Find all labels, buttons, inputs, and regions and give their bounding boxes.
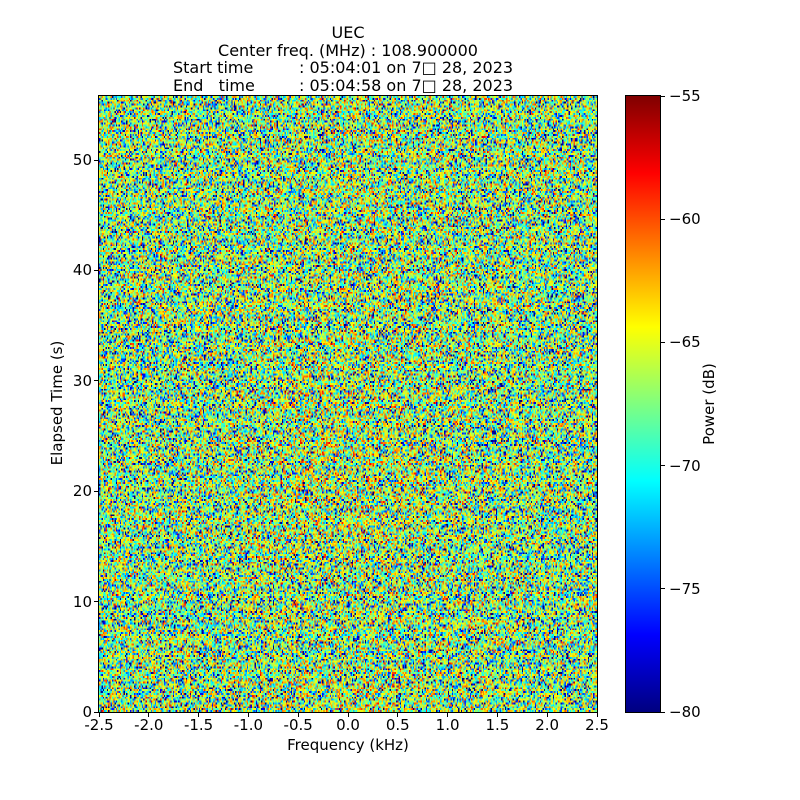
y-tick-label: 50 [72,151,92,170]
colorbar-tick-mark [661,465,665,467]
y-tick-mark [94,269,98,271]
x-tick-label: -2.5 [84,716,114,734]
end-time-value: : 05:04:58 on 7□ 28, 2023 [299,75,514,95]
colorbar-tick-mark [661,588,665,590]
x-tick-mark [496,713,498,717]
x-tick-mark [596,713,598,717]
x-tick-mark [297,713,299,717]
y-tick-label: 20 [72,482,92,501]
center-freq-line: Center freq. (MHz) : 108.900000 [218,40,478,60]
y-tick-mark [94,380,98,382]
colorbar-tick-mark [661,218,665,220]
x-tick-mark [247,713,249,717]
colorbar-tick-mark [661,95,665,97]
x-tick-label: 1.5 [485,716,510,734]
x-tick-label: -1.0 [233,716,264,734]
spectrogram-image [99,96,597,712]
colorbar-tick-label: −75 [669,579,701,598]
y-tick-mark [94,159,98,161]
y-tick-mark [94,490,98,492]
x-tick-label: -1.5 [183,716,214,734]
x-tick-label: 0.5 [385,716,410,734]
x-tick-mark [148,713,150,717]
spectrogram-plot [98,95,598,713]
colorbar-tick-mark [661,341,665,343]
y-tick-label: 30 [72,371,92,390]
colorbar-tick-mark [661,711,665,713]
y-tick-label: 10 [72,592,92,611]
colorbar-tick-label: −70 [669,456,701,475]
x-axis-label: Frequency (kHz) [287,736,409,754]
colorbar-label: Power (dB) [700,363,718,445]
colorbar-tick-label: −60 [669,210,701,229]
colorbar-tick-label: −80 [669,703,701,721]
x-tick-mark [397,713,399,717]
colorbar-tick-label: −65 [669,333,701,352]
start-time-value: : 05:04:01 on 7□ 28, 2023 [299,58,514,77]
y-tick-mark [94,711,98,713]
y-axis-label: Elapsed Time (s) [48,340,66,466]
y-tick-mark [94,601,98,603]
plot-title: UEC [331,23,365,42]
x-tick-mark [198,713,200,717]
y-tick-label: 40 [72,261,92,280]
x-tick-label: 2.0 [535,716,560,734]
x-tick-mark [347,713,349,717]
x-tick-label: 0.0 [336,716,360,734]
x-tick-label: -0.5 [283,716,313,734]
x-tick-label: 2.5 [585,716,609,734]
y-tick-label: 0 [82,703,92,721]
start-time-label: Start time [173,58,254,77]
x-tick-label: -2.0 [134,716,164,734]
x-tick-mark [98,713,100,717]
x-tick-label: 1.0 [435,716,460,734]
colorbar-tick-label: −55 [669,87,701,105]
end-time-label: End time [173,75,255,95]
colorbar [625,95,661,713]
x-tick-mark [447,713,449,717]
x-tick-mark [546,713,548,717]
